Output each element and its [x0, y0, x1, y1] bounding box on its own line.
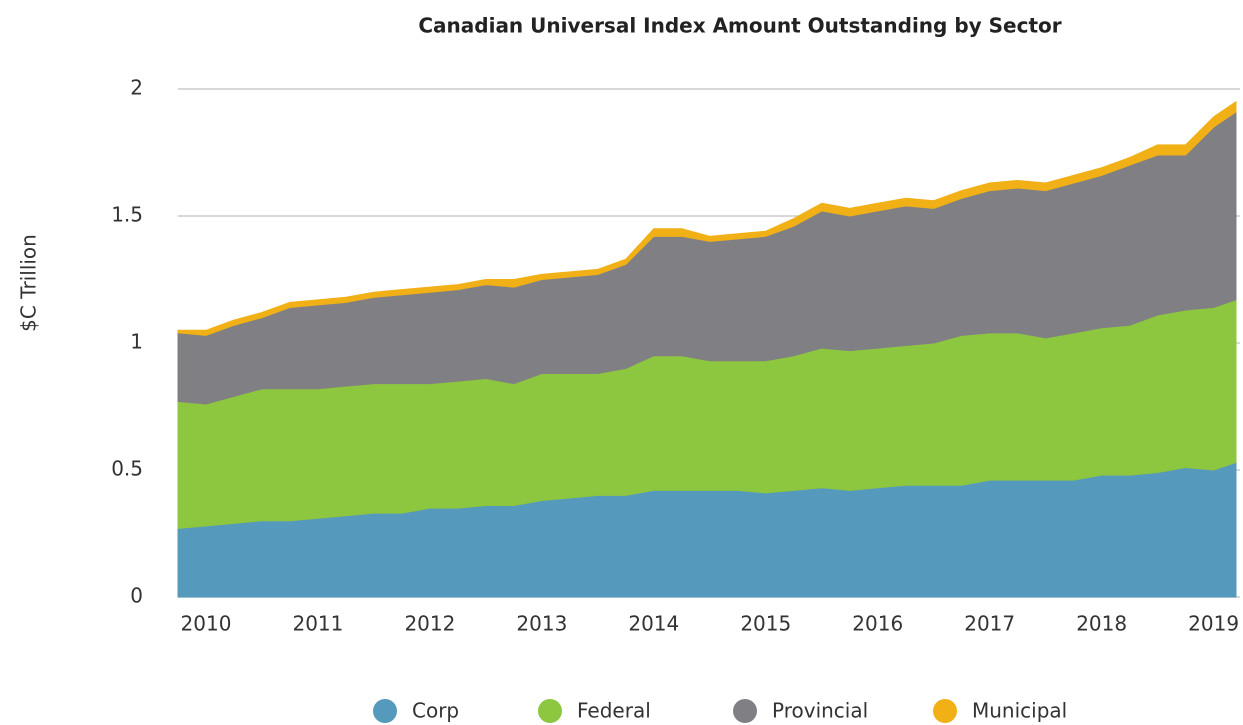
x-tick-label: 2018	[1076, 612, 1127, 636]
x-tick-label: 2010	[181, 612, 232, 636]
x-tick-label: 2013	[516, 612, 567, 636]
areas	[177, 100, 1237, 598]
y-tick-label: 2	[130, 76, 143, 100]
y-tick-label: 1	[130, 330, 143, 354]
legend-label: Corp	[412, 699, 459, 723]
legend-swatch	[538, 699, 562, 723]
x-tick-label: 2019	[1188, 612, 1239, 636]
x-tick-label: 2016	[852, 612, 903, 636]
x-tick-label: 2011	[292, 612, 343, 636]
area	[177, 100, 1237, 336]
legend-label: Provincial	[772, 699, 868, 723]
chart-title: Canadian Universal Index Amount Outstand…	[418, 14, 1061, 38]
x-tick-label: 2017	[964, 612, 1015, 636]
legend-swatch	[373, 699, 397, 723]
legend-label: Federal	[577, 699, 651, 723]
legend-label: Municipal	[972, 699, 1067, 723]
y-tick-label: 1.5	[111, 203, 143, 227]
x-tick-label: 2014	[628, 612, 679, 636]
x-tick-label: 2012	[404, 612, 455, 636]
y-tick-label: 0.5	[111, 457, 143, 481]
x-tick-label: 2015	[740, 612, 791, 636]
y-axis-label: $C Trillion	[17, 234, 41, 332]
y-tick-label: 0	[130, 584, 143, 608]
legend-swatch	[933, 699, 957, 723]
legend-swatch	[733, 699, 757, 723]
